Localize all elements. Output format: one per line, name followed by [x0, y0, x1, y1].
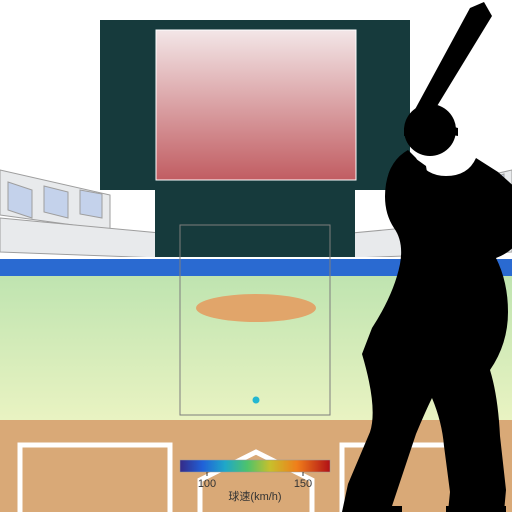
scoreboard-screen: [156, 30, 356, 180]
pitch-markers: [253, 397, 260, 404]
colorbar-gradient: [180, 460, 330, 472]
pitch-location-graphic: 100 150 球速(km/h): [0, 0, 512, 512]
svg-text:150: 150: [294, 478, 312, 490]
colorbar-label: 球速(km/h): [228, 489, 281, 503]
svg-text:100: 100: [198, 478, 216, 490]
baseball-stadium-svg: 100 150 球速(km/h): [0, 0, 512, 512]
pitchers-mound: [196, 294, 316, 322]
